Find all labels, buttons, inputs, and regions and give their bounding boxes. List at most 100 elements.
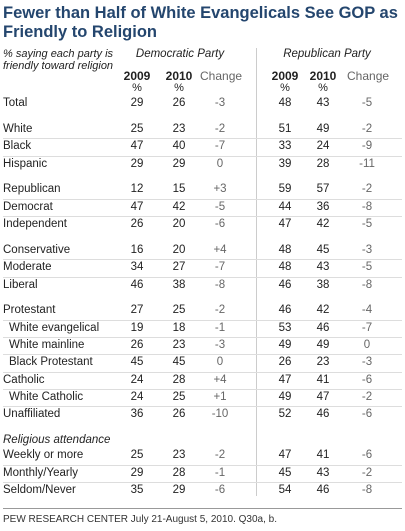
cell-value: -2	[214, 122, 226, 135]
cell-value: 49	[278, 339, 292, 351]
table-row: Liberal 46 38 -8 46 38 -8	[0, 277, 405, 294]
source-note: PEW RESEARCH CENTER July 21-August 5, 20…	[3, 514, 277, 525]
cell-value: 43	[316, 261, 330, 274]
cell-value: -7	[214, 261, 226, 274]
cell-value: -2	[361, 183, 373, 196]
party-header: Republican Party	[283, 48, 371, 60]
row-divider	[3, 464, 402, 466]
cell-value: 25	[130, 449, 144, 462]
cell-value: -6	[361, 449, 373, 462]
row-label: Seldom/Never	[3, 484, 76, 496]
cell-value: -2	[361, 466, 373, 479]
cell-value: 25	[130, 122, 144, 135]
cell-value: 23	[172, 339, 186, 351]
row-label: Independent	[3, 218, 67, 230]
table-row: Catholic 24 28 +4 47 41 -6	[0, 372, 405, 389]
cell-value: -7	[361, 321, 373, 334]
cell-value: 24	[130, 373, 144, 386]
row-label: Weekly or more	[3, 449, 84, 462]
cell-value: 26	[278, 356, 292, 369]
row-label: Monthly/Yearly	[3, 466, 79, 479]
cell-value: 24	[130, 390, 144, 403]
cell-value: 48	[278, 97, 292, 109]
row-label: Moderate	[3, 261, 52, 274]
unit-label: %	[318, 82, 328, 94]
row-label: Protestant	[3, 304, 56, 317]
column-header: Change	[200, 69, 243, 83]
cell-value: 46	[316, 321, 330, 334]
cell-value: 42	[316, 218, 330, 230]
cell-value: 35	[130, 484, 144, 496]
cell-value: 49	[316, 339, 330, 351]
cell-value: 0	[216, 157, 224, 170]
cell-value: 47	[130, 140, 144, 153]
unit-label: %	[132, 82, 142, 94]
column-header: 2010	[165, 69, 193, 83]
title: Fewer than Half of White Evangelicals Se…	[3, 4, 398, 41]
column-header: 2010	[309, 69, 337, 83]
cell-value: 46	[316, 484, 330, 496]
table-row: Total 29 26 -3 48 43 -5	[0, 95, 405, 112]
cell-value: 38	[172, 278, 186, 291]
row-divider	[3, 482, 402, 483]
cell-value: 45	[316, 243, 330, 256]
unit-label: %	[280, 82, 290, 94]
table-row: Black Protestant 45 45 0 26 23 -3	[0, 354, 405, 371]
cell-value: 47	[130, 200, 144, 213]
cell-value: 48	[278, 261, 292, 274]
table-row: White evangelical 19 18 -1 53 46 -7	[0, 320, 405, 337]
row-divider	[3, 259, 402, 261]
column-header: 2009	[123, 69, 151, 83]
column-header: 2009	[271, 69, 299, 83]
cell-value: 42	[172, 200, 186, 213]
cell-value: 12	[130, 183, 144, 196]
divider	[256, 48, 257, 496]
cell-value: 26	[172, 97, 186, 109]
cell-value: -10	[211, 408, 229, 421]
section-heading: Religious attendance	[0, 432, 405, 449]
cell-value: 23	[316, 356, 330, 369]
cell-value: 24	[316, 140, 330, 153]
table-row: Monthly/Yearly 29 28 -1 45 43 -2	[0, 465, 405, 482]
cell-value: 41	[316, 449, 330, 462]
cell-value: 52	[278, 408, 292, 421]
cell-value: -5	[361, 218, 373, 230]
cell-value: -3	[214, 97, 226, 109]
cell-value: 34	[130, 261, 144, 274]
table-row: White 25 23 -2 51 49 -2	[0, 121, 405, 138]
cell-value: 46	[278, 304, 292, 317]
row-label: Liberal	[3, 278, 38, 291]
cell-value: 46	[316, 408, 330, 421]
table-row: Independent 26 20 -6 47 42 -5	[0, 216, 405, 233]
cell-value: 20	[172, 218, 186, 230]
cell-value: 45	[172, 356, 186, 369]
cell-value: 28	[172, 466, 186, 479]
cell-value: 33	[278, 140, 292, 153]
cell-value: 57	[316, 183, 330, 196]
cell-value: 38	[316, 278, 330, 291]
cell-value: 26	[130, 339, 144, 351]
table-row: White mainline 26 23 -3 49 49 0	[0, 337, 405, 354]
table-row: White Catholic 24 25 +1 49 47 -2	[0, 389, 405, 406]
cell-value: -8	[361, 484, 373, 496]
column-header: Change	[347, 69, 390, 83]
cell-value: 41	[316, 373, 330, 386]
cell-value: +4	[213, 243, 227, 256]
cell-value: +4	[213, 373, 227, 386]
row-divider	[3, 354, 402, 356]
cell-value: -1	[214, 321, 226, 334]
table-row: Conservative 16 20 +4 48 45 -3	[0, 242, 405, 259]
row-label: Total	[3, 97, 28, 109]
row-label: Catholic	[3, 373, 45, 386]
row-divider	[3, 319, 402, 321]
cell-value: 29	[172, 157, 186, 170]
cell-value: 29	[130, 157, 144, 170]
cell-value: -5	[361, 261, 373, 274]
row-label: White	[3, 122, 33, 135]
cell-value: 26	[172, 408, 186, 421]
cell-value: 43	[316, 466, 330, 479]
row-divider	[3, 276, 402, 278]
table-row: Protestant 27 25 -2 46 42 -4	[0, 302, 405, 319]
cell-value: 47	[278, 218, 292, 230]
table-row: Hispanic 29 29 0 39 28 -11	[0, 156, 405, 173]
